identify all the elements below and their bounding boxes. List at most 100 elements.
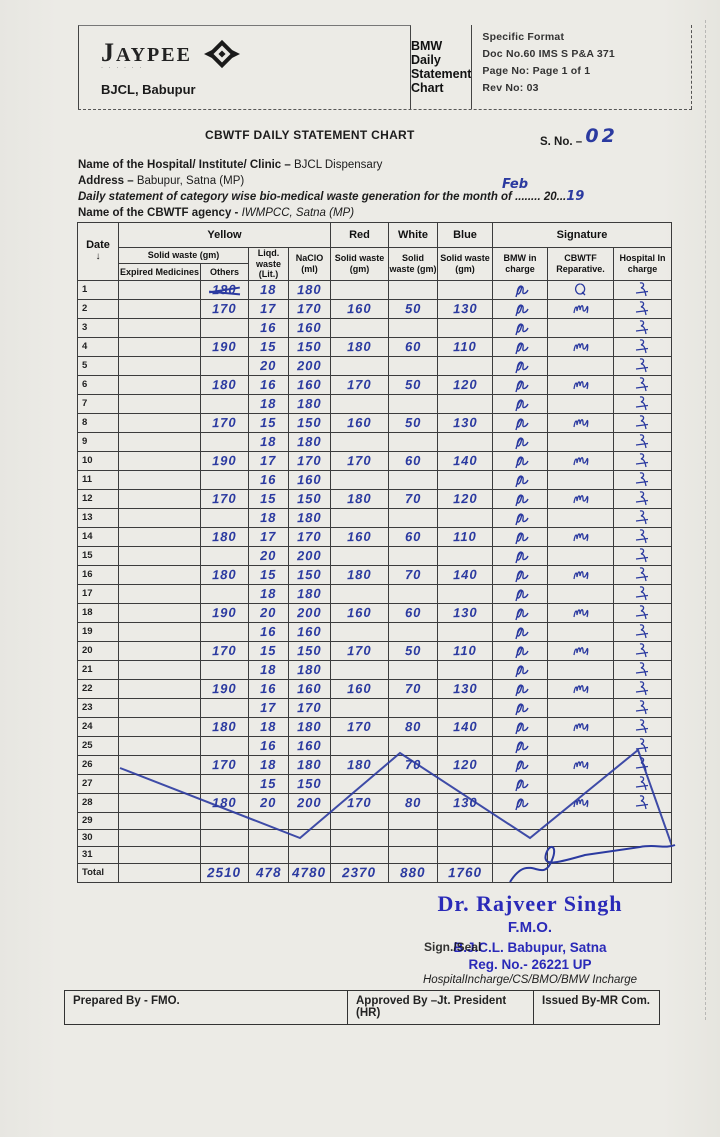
naclo-cell: 160 xyxy=(288,374,331,395)
liquid-waste-cell: 18 xyxy=(248,431,289,452)
col-header-others: Others xyxy=(200,263,249,281)
hospital-signature-cell xyxy=(612,298,673,319)
bmw-signature-icon xyxy=(515,550,529,564)
expired-medicines-cell xyxy=(118,773,201,794)
cbwtf-signature-cell xyxy=(547,355,614,376)
date-cell: 11 xyxy=(77,469,119,490)
down-arrow-icon: ↓ xyxy=(95,250,101,262)
liquid-waste-cell: 17 xyxy=(248,697,289,718)
cbwtf-signature-icon xyxy=(572,722,588,732)
expired-medicines-cell xyxy=(118,659,201,680)
hospital-signature-cell xyxy=(612,545,673,566)
col-header-liquid-waste: Liqd. waste (Lit.) xyxy=(248,247,289,281)
cbwtf-signature-icon xyxy=(572,342,588,352)
others-cell xyxy=(200,811,249,830)
cbwtf-signature-icon xyxy=(572,608,588,618)
blue-solid-cell: 130 xyxy=(437,678,493,699)
liquid-waste-cell: 17 xyxy=(248,450,289,471)
white-solid-cell: 70 xyxy=(388,564,438,585)
hospital-signature-icon xyxy=(634,547,649,563)
table-row: 1 180 18 180 xyxy=(77,279,673,300)
white-solid-cell xyxy=(388,621,438,642)
others-cell xyxy=(200,469,249,490)
others-cell xyxy=(200,621,249,642)
red-solid-cell: 180 xyxy=(330,564,389,585)
bmw-signature-cell xyxy=(492,374,548,395)
blue-solid-cell xyxy=(437,583,493,604)
date-cell: 2 xyxy=(77,298,119,319)
expired-medicines-cell xyxy=(118,336,201,357)
total-row: Total 2510 478 4780 2370 880 1760 xyxy=(77,862,673,883)
others-cell: 190 xyxy=(200,602,249,623)
others-cell: 170 xyxy=(200,754,249,775)
naclo-cell: 150 xyxy=(288,640,331,661)
liquid-waste-cell: 15 xyxy=(248,640,289,661)
red-solid-cell xyxy=(330,469,389,490)
expired-medicines-cell xyxy=(118,526,201,547)
naclo-cell: 180 xyxy=(288,583,331,604)
hospital-signature-cell xyxy=(612,279,673,300)
col-header-hospital-incharge: Hospital In charge xyxy=(612,247,673,281)
col-header-white: White xyxy=(388,222,438,248)
naclo-cell: 150 xyxy=(288,564,331,585)
bmw-signature-cell xyxy=(492,735,548,756)
bmw-signature-icon xyxy=(515,607,529,621)
cbwtf-signature-icon xyxy=(572,684,588,694)
red-solid-cell xyxy=(330,811,389,830)
jaypee-logo-text: JAYPEE xyxy=(101,37,192,67)
naclo-cell: 180 xyxy=(288,659,331,680)
expired-medicines-cell xyxy=(118,507,201,528)
naclo-cell: 160 xyxy=(288,317,331,338)
hospital-signature-icon xyxy=(634,794,649,810)
cbwtf-signature-cell xyxy=(547,697,614,718)
expired-medicines-cell xyxy=(118,792,201,813)
date-cell: 31 xyxy=(77,845,119,864)
expired-medicines-cell xyxy=(118,735,201,756)
white-solid-cell: 60 xyxy=(388,336,438,357)
cbwtf-signature-cell xyxy=(547,412,614,433)
expired-medicines-cell xyxy=(118,678,201,699)
blue-solid-cell xyxy=(437,355,493,376)
blue-solid-cell: 140 xyxy=(437,716,493,737)
date-cell: 14 xyxy=(77,526,119,547)
table-row: 11 16 160 xyxy=(77,469,673,490)
cbwtf-signature-icon xyxy=(574,282,586,296)
date-cell: 24 xyxy=(77,716,119,737)
others-cell: 180 xyxy=(200,526,249,547)
serial-label: S. No. – xyxy=(540,136,583,148)
cbwtf-signature-cell xyxy=(547,735,614,756)
year-handwritten: 19 xyxy=(566,189,585,204)
white-solid-cell xyxy=(388,659,438,680)
others-cell xyxy=(200,545,249,566)
others-cell xyxy=(200,393,249,414)
red-solid-cell xyxy=(330,583,389,604)
hospital-signature-cell xyxy=(612,431,673,452)
table-row: 13 18 180 xyxy=(77,507,673,528)
naclo-cell: 170 xyxy=(288,526,331,547)
table-row: 9 18 180 xyxy=(77,431,673,452)
cbwtf-signature-cell xyxy=(547,773,614,794)
date-cell: 21 xyxy=(77,659,119,680)
white-solid-cell: 60 xyxy=(388,526,438,547)
hospital-signature-icon xyxy=(634,509,649,525)
blue-solid-cell xyxy=(437,393,493,414)
bmw-signature-icon xyxy=(515,721,529,735)
hospital-signature-cell xyxy=(612,583,673,604)
blue-solid-cell: 110 xyxy=(437,336,493,357)
expired-medicines-cell xyxy=(118,374,201,395)
cbwtf-signature-cell xyxy=(547,659,614,680)
blue-solid-cell: 120 xyxy=(437,754,493,775)
white-solid-cell: 80 xyxy=(388,716,438,737)
expired-medicines-cell xyxy=(118,811,201,830)
month-handwritten: Feb xyxy=(502,177,528,192)
jaypee-diamond-icon xyxy=(203,39,240,69)
naclo-cell: 200 xyxy=(288,602,331,623)
expired-medicines-cell xyxy=(118,640,201,661)
others-cell: 190 xyxy=(200,678,249,699)
table-row: 23 17 170 xyxy=(77,697,673,718)
others-cell: 170 xyxy=(200,412,249,433)
liquid-waste-cell: 18 xyxy=(248,716,289,737)
liquid-waste-cell: 16 xyxy=(248,621,289,642)
sign-seal-print: Sign./Seal xyxy=(424,940,482,954)
